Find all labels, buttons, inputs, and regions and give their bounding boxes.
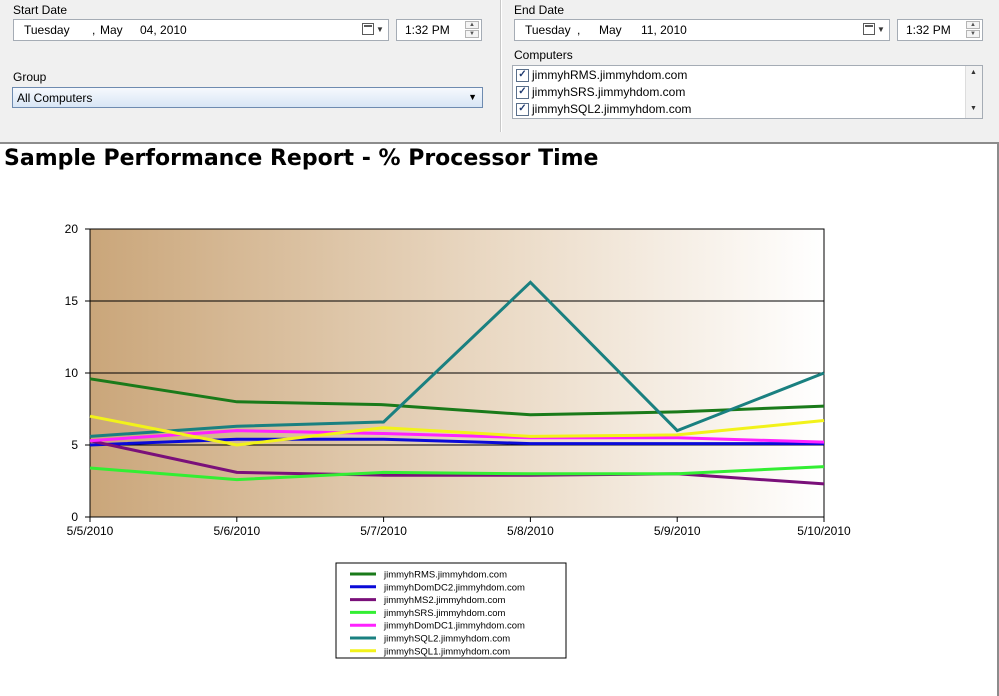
group-label: Group [13,70,47,84]
report-title: Sample Performance Report - % Processor … [4,146,599,171]
x-tick-label: 5/7/2010 [360,524,407,538]
group-select[interactable]: All Computers ▼ [12,87,483,108]
legend-label: jimmyhMS2.jimmyhdom.com [383,595,505,606]
checkbox[interactable]: ✓ [516,86,529,99]
end-date-comma: , [577,23,581,37]
x-axis: 5/5/2010 5/6/2010 5/7/2010 5/8/2010 5/9/2010… [67,517,851,538]
end-time-spinner[interactable]: ▲ ▼ [966,21,980,39]
end-time-field[interactable]: 1:32 PM ▲ ▼ [897,19,983,41]
x-tick-label: 5/6/2010 [213,524,260,538]
start-date-comma: , [92,23,96,37]
end-date-day-year: 11, 2010 [641,23,687,37]
end-date-label: End Date [514,3,565,17]
computer-name: jimmyhRMS.jimmyhdom.com [532,68,688,82]
legend-label: jimmyhRMS.jimmyhdom.com [383,570,507,581]
start-time-spinner[interactable]: ▲ ▼ [465,21,479,39]
x-tick-label: 5/8/2010 [507,524,554,538]
legend-label: jimmyhSRS.jimmyhdom.com [383,608,505,619]
start-time-value: 1:32 PM [405,23,450,37]
legend-label: jimmyhSQL1.jimmyhdom.com [383,646,510,657]
listbox-scrollbar[interactable]: ▲ ▼ [965,66,982,118]
end-date-weekday: Tuesday [525,23,571,37]
parameter-panel: Start Date Tuesday , May 04, 2010 ▼ 1:32… [0,0,999,144]
end-time-value: 1:32 PM [906,23,951,37]
series-line-4 [89,465,825,482]
scroll-up-icon[interactable]: ▲ [970,69,977,76]
start-date-day-year: 04, 2010 [140,23,187,37]
computer-name: jimmyhSRS.jimmyhdom.com [532,85,686,99]
chevron-down-icon[interactable]: ▼ [877,25,885,34]
series-line-3 [89,439,825,486]
series-line-1 [89,377,825,417]
legend [335,562,567,659]
panel-divider [500,0,502,132]
end-date-month: May [599,23,622,37]
calendar-icon[interactable] [863,23,875,35]
group-selected-value: All Computers [17,91,93,105]
end-date-picker[interactable]: Tuesday , May 11, 2010 ▼ [514,19,890,41]
checkbox[interactable]: ✓ [516,103,529,116]
x-tick-label: 5/5/2010 [67,524,114,538]
report-right-border [997,144,999,696]
y-tick-label: 10 [65,366,79,380]
start-time-field[interactable]: 1:32 PM ▲ ▼ [396,19,482,41]
legend-label: jimmyhDomDC1.jimmyhdom.com [383,621,525,632]
series-line-7 [89,414,825,447]
y-tick-label: 5 [71,438,78,452]
calendar-icon[interactable] [362,23,374,35]
chevron-down-icon[interactable]: ▼ [468,92,477,102]
computers-listbox[interactable]: ✓ jimmyhRMS.jimmyhdom.com ✓ jimmyhSRS.ji… [512,65,983,119]
chevron-down-icon[interactable]: ▼ [376,25,384,34]
start-date-label: Start Date [13,3,68,17]
y-tick-label: 15 [65,294,79,308]
checkbox[interactable]: ✓ [516,69,529,82]
series-line-5 [89,429,825,444]
legend-label: jimmyhDomDC2.jimmyhdom.com [383,582,525,593]
start-date-month: May [100,23,123,37]
x-tick-label: 5/10/2010 [797,524,851,538]
computer-name: jimmyhSQL2.jimmyhdom.com [532,102,692,116]
y-tick-label: 0 [71,510,78,524]
scroll-down-icon[interactable]: ▼ [970,105,977,112]
computers-label: Computers [514,48,573,62]
x-tick-label: 5/9/2010 [654,524,701,538]
y-tick-label: 20 [65,222,79,236]
y-axis: 0 5 10 15 20 [65,222,90,524]
legend-label: jimmyhSQL2.jimmyhdom.com [383,634,510,645]
series-line-6 [89,280,825,438]
legend-entries: jimmyhRMS.jimmyhdom.comjimmyhDomDC2.jimm… [350,570,525,657]
series-lines [89,280,825,486]
start-date-weekday: Tuesday [24,23,70,37]
start-date-picker[interactable]: Tuesday , May 04, 2010 ▼ [13,19,389,41]
